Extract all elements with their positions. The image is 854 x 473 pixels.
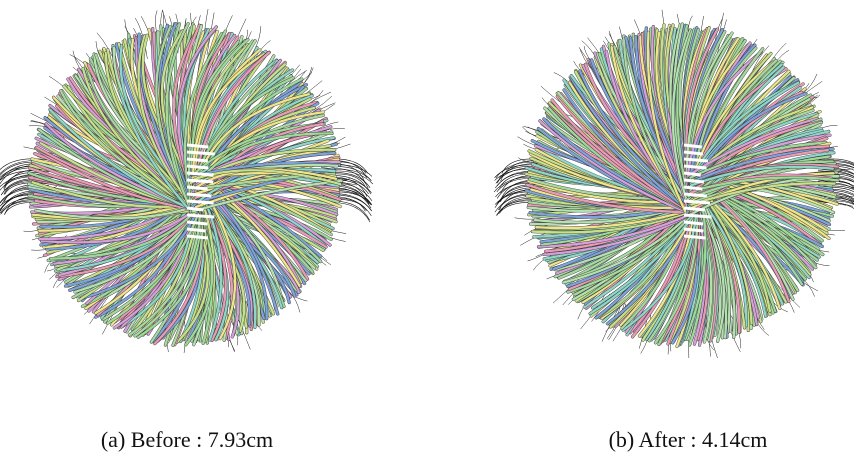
hair-strand [191, 179, 343, 213]
hair-strand [137, 34, 193, 207]
hair-strand [4, 182, 50, 195]
hair-strand [279, 69, 308, 97]
hair-strand [535, 208, 692, 230]
hair-strand [531, 209, 694, 234]
hair-strand [622, 34, 689, 215]
hair-strand [40, 211, 193, 244]
hair-strand [186, 199, 214, 205]
hair-strand [538, 119, 693, 215]
hair-strand [689, 165, 834, 187]
hair-render-before [0, 9, 374, 353]
caption: (a) Before : 7.93cm [101, 427, 273, 452]
hair-strand [690, 182, 836, 206]
hair-strand [165, 22, 193, 212]
hair-strand [54, 199, 195, 273]
hair-strand [194, 92, 310, 187]
hair-strand [683, 220, 704, 226]
hair-strand [629, 36, 692, 203]
hair-strand [34, 204, 199, 220]
hair-strand [683, 234, 706, 240]
hair-strand [194, 51, 271, 183]
hair-strand [683, 192, 707, 198]
hair-strand [134, 17, 148, 59]
hair-strand [683, 206, 706, 212]
hair-strand [562, 212, 692, 284]
hair-strand [186, 178, 214, 184]
hair-strand [186, 192, 212, 198]
hair-strand [683, 227, 704, 233]
hair-strand [186, 185, 208, 191]
hair-strand [570, 76, 694, 215]
caption: (b) After : 4.14cm [609, 427, 768, 452]
hair-strand [695, 176, 840, 191]
hair-strand [186, 206, 204, 212]
hair-strand [186, 213, 215, 219]
hair-strand [186, 220, 208, 226]
hair-strand [683, 150, 704, 156]
hair-strand [186, 227, 206, 233]
hair-strand [160, 29, 192, 182]
hair-strand [566, 213, 693, 294]
hair-strand [689, 134, 832, 185]
hair-strand [683, 171, 701, 177]
hair-strand [36, 149, 194, 211]
hair-strand [817, 169, 854, 175]
hair-strand [556, 95, 692, 213]
hair-strand [817, 202, 854, 209]
hair-strand [186, 164, 209, 170]
hair-strand [186, 157, 208, 163]
hair-strand [683, 178, 705, 184]
hair-strand [591, 211, 697, 310]
hair-strand [186, 150, 215, 156]
hair-strand [671, 28, 692, 204]
hair-strand [817, 158, 854, 164]
hair-strand [683, 164, 707, 170]
hair-strand [0, 158, 50, 171]
hair-strand [186, 143, 209, 149]
hair-strand [692, 81, 800, 179]
hair-strand [646, 31, 689, 217]
hair-strand [186, 171, 214, 177]
hair-strand [525, 183, 691, 214]
hair-strand [48, 108, 193, 211]
hair-strand [195, 76, 295, 178]
hair-strand [683, 143, 702, 149]
hair-strand [817, 170, 854, 177]
hair-strand [186, 234, 209, 240]
hair-strand [0, 175, 50, 188]
hair-strand [683, 185, 703, 191]
hair-strand [683, 157, 709, 163]
hair-strand [320, 167, 369, 189]
hair-strand [537, 210, 697, 248]
hair-strand [320, 178, 372, 193]
hair-strand [49, 208, 198, 260]
hair-strand [192, 52, 266, 185]
hair-strand [683, 213, 712, 219]
hair-strand [683, 199, 711, 205]
hair-render-after [493, 9, 854, 359]
hair-strand [689, 141, 828, 179]
